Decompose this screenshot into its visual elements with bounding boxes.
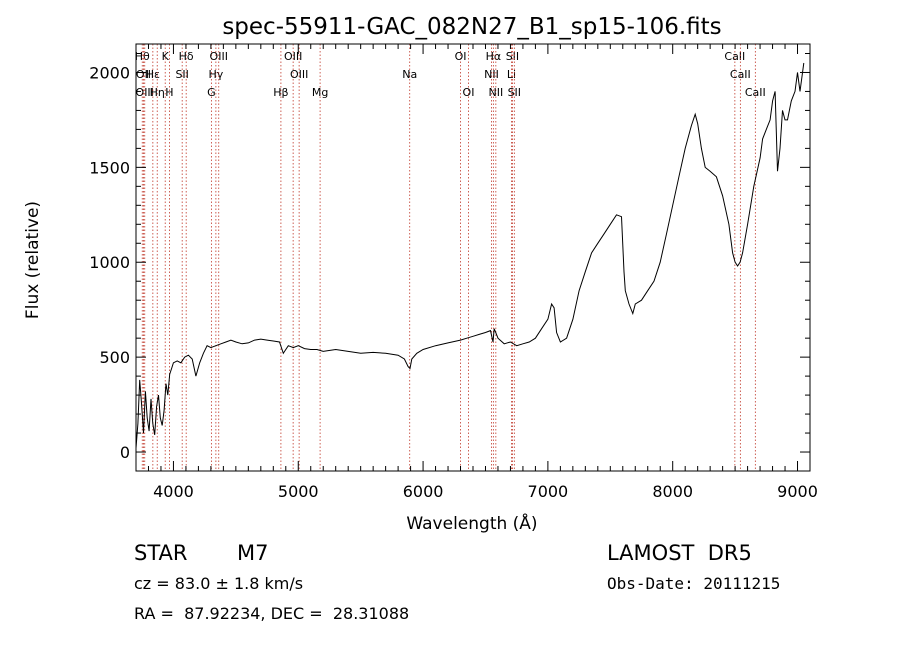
x-tick-label: 4000: [153, 482, 194, 501]
x-tick-label: 8000: [652, 482, 693, 501]
line-marker-label: K: [162, 50, 170, 63]
line-marker-label: Hθ: [135, 50, 150, 63]
line-marker-label: CaII: [745, 86, 766, 99]
x-tick-label: 5000: [278, 482, 319, 501]
line-marker-label: OIII: [210, 50, 228, 63]
line-marker-label: NII: [484, 68, 499, 81]
line-markers: HθOIIOIIIHεHηKHSIIHδGHγOIIIHβOIIIOIIIMgN…: [135, 44, 766, 471]
obs-date: Obs-Date: 20111215: [607, 574, 781, 593]
line-marker-label: Hγ: [208, 68, 223, 81]
line-marker-label: Hδ: [179, 50, 194, 63]
line-marker-label: OIII: [290, 68, 308, 81]
line-marker-label: Na: [402, 68, 417, 81]
y-tick-label: 2000: [89, 63, 130, 82]
line-marker-label: OIII: [284, 50, 302, 63]
line-marker-label: OIII: [136, 86, 154, 99]
x-tick-label: 6000: [403, 482, 444, 501]
line-marker-label: OI: [455, 50, 467, 63]
line-marker-label: Li: [507, 68, 516, 81]
x-tick-label: 7000: [528, 482, 569, 501]
y-tick-label: 1000: [89, 253, 130, 272]
plot-frame: [135, 43, 811, 472]
x-axis: 4000 5000 6000 7000 8000 9000: [135, 44, 818, 501]
line-marker-label: OI: [463, 86, 475, 99]
line-marker-label: CaII: [730, 68, 751, 81]
redshift-cz: cz = 83.0 ± 1.8 km/s: [134, 574, 304, 593]
y-axis-label: Flux (relative): [23, 201, 43, 319]
line-marker-label: Mg: [312, 86, 328, 99]
ra-dec: RA = 87.92234, DEC = 28.31088: [134, 604, 410, 623]
line-marker-label: SII: [508, 86, 521, 99]
line-marker-label: G: [207, 86, 216, 99]
y-axis: 0 500 1000 1500 2000: [89, 52, 810, 472]
line-marker-label: Hα: [486, 50, 502, 63]
line-marker-label: SII: [175, 68, 188, 81]
y-tick-label: 500: [99, 348, 130, 367]
line-marker-label: OII: [136, 68, 151, 81]
line-marker-label: Hε: [146, 68, 160, 81]
line-marker-label: Hη: [150, 86, 165, 99]
chart-title: spec-55911-GAC_082N27_B1_sp15-106.fits: [222, 14, 721, 40]
survey-release: LAMOST DR5: [607, 541, 752, 565]
spectrum-line: [135, 62, 805, 449]
object-type: STAR: [134, 541, 188, 565]
line-marker-label: CaII: [724, 50, 745, 63]
line-marker-label: SII: [506, 50, 519, 63]
x-axis-label: Wavelength (Å): [406, 512, 537, 534]
subclass: M7: [237, 541, 269, 565]
line-marker-label: Hβ: [273, 86, 288, 99]
line-marker-label: H: [165, 86, 173, 99]
x-tick-label: 9000: [777, 482, 818, 501]
y-tick-label: 0: [120, 443, 130, 462]
y-tick-label: 1500: [89, 158, 130, 177]
line-marker-label: NII: [488, 86, 503, 99]
